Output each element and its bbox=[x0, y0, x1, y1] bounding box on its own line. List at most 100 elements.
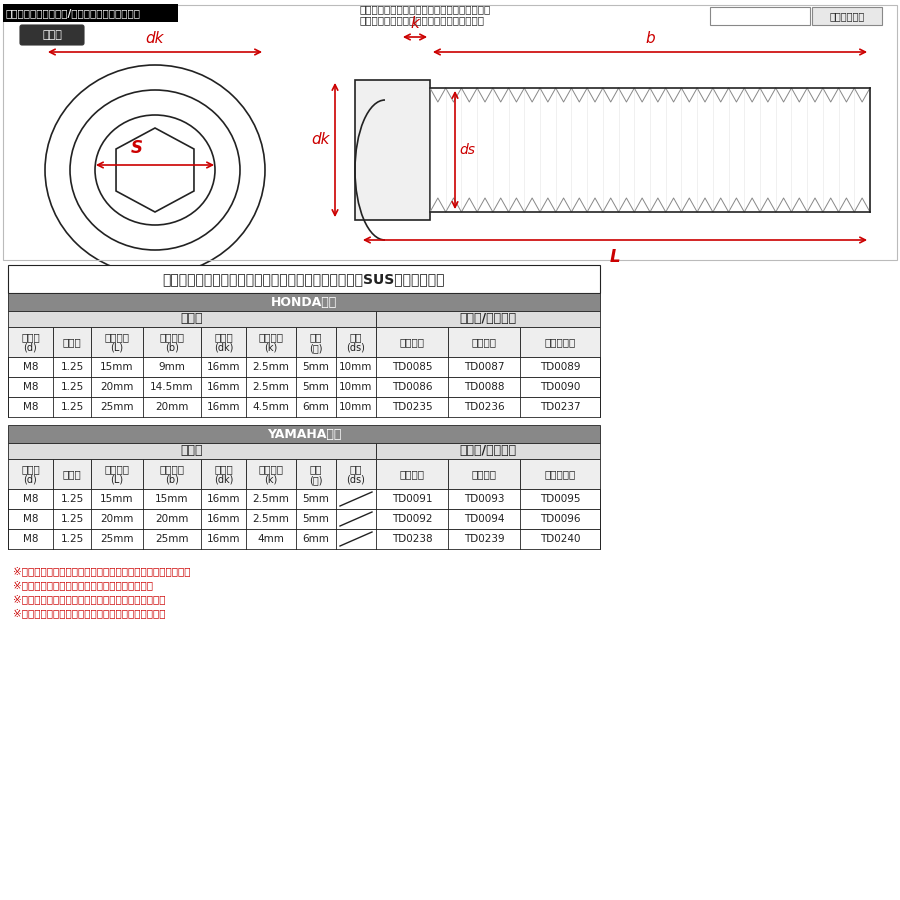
Text: 16mm: 16mm bbox=[207, 534, 240, 544]
Text: 16mm: 16mm bbox=[207, 362, 240, 372]
Text: k: k bbox=[410, 16, 419, 31]
Text: 呼び径: 呼び径 bbox=[21, 464, 40, 474]
Text: ラインアップ（カラー/サイズ品番一覧表共通）: ラインアップ（カラー/サイズ品番一覧表共通） bbox=[6, 8, 141, 19]
Text: M8: M8 bbox=[22, 402, 38, 412]
Text: 20mm: 20mm bbox=[100, 514, 134, 524]
Text: 16mm: 16mm bbox=[207, 514, 240, 524]
Bar bbox=[8, 443, 376, 459]
Text: TD0096: TD0096 bbox=[540, 514, 580, 524]
Text: 1.25: 1.25 bbox=[60, 402, 84, 412]
Bar bbox=[53, 327, 91, 357]
Text: 頭部径: 頭部径 bbox=[214, 332, 233, 342]
Text: 頭部高さ: 頭部高さ bbox=[258, 464, 284, 474]
FancyBboxPatch shape bbox=[3, 4, 178, 22]
Text: (d): (d) bbox=[23, 475, 38, 485]
Bar bbox=[8, 293, 600, 311]
Text: (ｓ): (ｓ) bbox=[310, 343, 323, 353]
Text: 20mm: 20mm bbox=[100, 382, 134, 392]
Bar bbox=[91, 327, 143, 357]
Text: TD0090: TD0090 bbox=[540, 382, 580, 392]
Text: 15mm: 15mm bbox=[100, 494, 134, 504]
Text: TD0236: TD0236 bbox=[464, 402, 504, 412]
Bar bbox=[91, 459, 143, 489]
Text: TD0092: TD0092 bbox=[392, 514, 432, 524]
Text: 2.5mm: 2.5mm bbox=[253, 362, 290, 372]
Text: M8: M8 bbox=[22, 494, 38, 504]
Text: 10mm: 10mm bbox=[339, 402, 373, 412]
Text: (dk): (dk) bbox=[214, 343, 233, 353]
Text: 16mm: 16mm bbox=[207, 382, 240, 392]
Text: 軸径: 軸径 bbox=[350, 464, 362, 474]
Text: 16mm: 16mm bbox=[207, 494, 240, 504]
Text: 軸径: 軸径 bbox=[350, 332, 362, 342]
Text: 焼きチタン: 焼きチタン bbox=[544, 337, 576, 347]
Text: 5mm: 5mm bbox=[302, 362, 329, 372]
Text: TD0093: TD0093 bbox=[464, 494, 504, 504]
Bar bbox=[8, 459, 53, 489]
Text: TD0085: TD0085 bbox=[392, 362, 432, 372]
Text: (ds): (ds) bbox=[346, 343, 365, 353]
Text: 10mm: 10mm bbox=[339, 362, 373, 372]
Bar bbox=[143, 459, 201, 489]
Bar bbox=[812, 7, 882, 25]
Bar bbox=[376, 443, 600, 459]
Text: (L): (L) bbox=[111, 343, 123, 353]
Text: 平径: 平径 bbox=[310, 332, 322, 342]
Bar bbox=[201, 459, 246, 489]
Bar bbox=[336, 327, 376, 357]
Text: TD0095: TD0095 bbox=[540, 494, 580, 504]
Text: 焼きチタン: 焼きチタン bbox=[544, 469, 576, 479]
Text: カラー/当店品番: カラー/当店品番 bbox=[459, 445, 517, 457]
Text: YAMAHA車用: YAMAHA車用 bbox=[266, 428, 341, 440]
Bar bbox=[8, 377, 600, 397]
Text: (L): (L) bbox=[111, 475, 123, 485]
Text: ゴールド: ゴールド bbox=[472, 337, 497, 347]
Bar bbox=[246, 327, 296, 357]
Text: ピッチ: ピッチ bbox=[63, 469, 81, 479]
Bar bbox=[8, 265, 600, 293]
Text: (ｓ): (ｓ) bbox=[310, 475, 323, 485]
Text: 2.5mm: 2.5mm bbox=[253, 514, 290, 524]
Text: 1.25: 1.25 bbox=[60, 494, 84, 504]
Text: dk: dk bbox=[146, 31, 164, 46]
Bar bbox=[448, 459, 520, 489]
Bar bbox=[53, 459, 91, 489]
Bar bbox=[8, 397, 600, 417]
Text: ストア内検索: ストア内検索 bbox=[830, 11, 865, 21]
Text: (b): (b) bbox=[165, 343, 179, 353]
Text: 10mm: 10mm bbox=[339, 382, 373, 392]
Bar bbox=[520, 459, 600, 489]
Text: ゴールド: ゴールド bbox=[472, 469, 497, 479]
Text: ds: ds bbox=[459, 143, 475, 157]
Text: M8: M8 bbox=[22, 382, 38, 392]
Text: 1.25: 1.25 bbox=[60, 514, 84, 524]
Text: (d): (d) bbox=[23, 343, 38, 353]
Text: 6mm: 6mm bbox=[302, 402, 329, 412]
Text: 1.25: 1.25 bbox=[60, 534, 84, 544]
Bar bbox=[143, 327, 201, 357]
Text: M8: M8 bbox=[22, 362, 38, 372]
Text: ネジ長さ: ネジ長さ bbox=[159, 464, 184, 474]
Bar bbox=[8, 311, 376, 327]
Bar bbox=[201, 327, 246, 357]
Bar bbox=[8, 327, 53, 357]
Bar bbox=[376, 459, 448, 489]
Text: HONDA車用: HONDA車用 bbox=[271, 295, 338, 309]
Text: (b): (b) bbox=[165, 475, 179, 485]
Text: ※記載のサイズは平均値です。個体により誤差がございます。: ※記載のサイズは平均値です。個体により誤差がございます。 bbox=[13, 566, 191, 576]
Text: ※製造ロットにより仕様が変わる場合がございます。: ※製造ロットにより仕様が変わる場合がございます。 bbox=[13, 594, 166, 604]
Text: ネジ長さ: ネジ長さ bbox=[159, 332, 184, 342]
Text: 15mm: 15mm bbox=[100, 362, 134, 372]
Text: (ds): (ds) bbox=[346, 475, 365, 485]
Bar bbox=[8, 489, 600, 509]
Text: サイズ: サイズ bbox=[181, 312, 203, 326]
Text: 頭部高さ: 頭部高さ bbox=[258, 332, 284, 342]
Text: TD0239: TD0239 bbox=[464, 534, 504, 544]
Text: 5mm: 5mm bbox=[302, 494, 329, 504]
Bar bbox=[8, 529, 600, 549]
Text: M8: M8 bbox=[22, 534, 38, 544]
Text: 9mm: 9mm bbox=[158, 362, 185, 372]
Text: M8: M8 bbox=[22, 514, 38, 524]
Text: TD0088: TD0088 bbox=[464, 382, 504, 392]
Text: TD0091: TD0091 bbox=[392, 494, 432, 504]
